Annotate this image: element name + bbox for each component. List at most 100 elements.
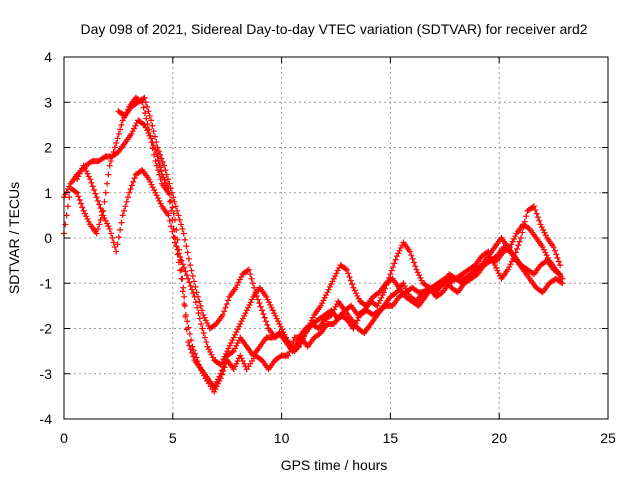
data-point: [96, 221, 103, 228]
data-point: [158, 168, 165, 175]
data-point: [91, 187, 98, 194]
data-point: [101, 154, 108, 161]
y-tick-label: 3: [44, 94, 52, 110]
data-point: [141, 121, 148, 128]
data-point: [155, 195, 162, 202]
data-point: [85, 173, 92, 180]
data-point: [175, 212, 182, 219]
data-point: [190, 353, 197, 360]
data-point: [100, 212, 107, 219]
data-point: [87, 176, 94, 183]
data-point: [491, 262, 498, 269]
data-point: [151, 187, 158, 194]
data-point: [536, 217, 543, 224]
data-point: [542, 232, 549, 239]
data-point: [130, 178, 137, 185]
data-point: [208, 351, 215, 358]
data-point: [302, 330, 309, 337]
data-point: [515, 242, 522, 249]
data-point: [470, 263, 477, 270]
data-point: [93, 230, 100, 237]
data-point: [111, 244, 118, 251]
data-point: [414, 301, 421, 308]
data-point: [251, 284, 258, 291]
data-point: [141, 110, 148, 117]
axis-ticks: [63, 56, 609, 420]
data-point: [217, 361, 224, 368]
data-point: [110, 149, 117, 156]
data-point: [387, 271, 394, 278]
data-point: [211, 384, 218, 391]
data-point: [142, 124, 149, 131]
data-point: [198, 307, 205, 314]
data-point: [519, 229, 526, 236]
data-point: [431, 288, 438, 295]
data-point: [235, 337, 242, 344]
data-point: [106, 225, 113, 232]
data-point: [401, 282, 408, 289]
data-point: [193, 289, 200, 296]
data-point: [314, 324, 321, 331]
data-point: [307, 320, 314, 327]
data-point: [147, 178, 154, 185]
x-tick-label: 10: [274, 430, 290, 446]
data-point: [198, 320, 205, 327]
data-point: [417, 274, 424, 281]
data-point: [213, 378, 220, 385]
data-point: [168, 189, 175, 196]
data-point: [102, 189, 109, 196]
data-point: [510, 235, 517, 242]
data-point: [177, 254, 184, 261]
data-point: [194, 304, 201, 311]
data-point: [346, 273, 353, 280]
data-point: [192, 299, 199, 306]
data-point: [106, 162, 113, 169]
data-point: [403, 285, 410, 292]
data-point: [529, 270, 536, 277]
data-point: [141, 94, 148, 101]
data-point: [239, 315, 246, 322]
data-point: [541, 246, 548, 253]
data-point: [233, 360, 240, 367]
data-point: [559, 280, 566, 287]
data-point: [225, 297, 232, 304]
data-point: [147, 132, 154, 139]
data-point: [126, 189, 133, 196]
data-point: [555, 258, 562, 265]
data-point: [359, 329, 366, 336]
data-point: [265, 299, 272, 306]
data-point: [155, 167, 162, 174]
data-point: [554, 254, 561, 261]
data-point: [414, 288, 421, 295]
data-point: [264, 296, 271, 303]
data-point: [190, 290, 197, 297]
data-point: [185, 275, 192, 282]
data-point: [162, 167, 169, 174]
data-point: [63, 188, 70, 195]
data-point: [150, 142, 157, 149]
data-point: [247, 299, 254, 306]
data-point: [88, 179, 95, 186]
data-point: [183, 272, 190, 279]
data-point: [257, 303, 264, 310]
data-point: [183, 243, 190, 250]
data-point: [120, 111, 127, 118]
data-point: [93, 194, 100, 201]
data-point: [221, 359, 228, 366]
data-point: [83, 213, 90, 220]
grid: [64, 57, 608, 419]
data-point: [516, 238, 523, 245]
data-point: [395, 250, 402, 257]
y-tick-label: -1: [40, 275, 53, 291]
data-point: [149, 122, 156, 129]
data-point: [151, 133, 158, 140]
data-point: [229, 349, 236, 356]
data-point: [506, 263, 513, 270]
data-point: [259, 307, 266, 314]
data-point: [249, 296, 256, 303]
data-point: [523, 213, 530, 220]
data-point: [178, 221, 185, 228]
data-point: [326, 283, 333, 290]
data-point: [167, 185, 174, 192]
data-point: [187, 262, 194, 269]
